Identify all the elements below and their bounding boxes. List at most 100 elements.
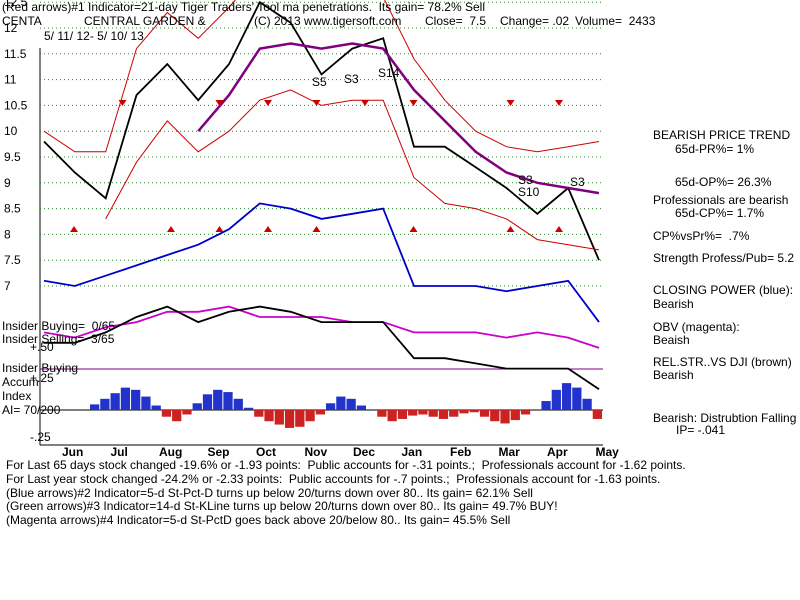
strength: Strength Profess/Pub= 5.2: [653, 251, 795, 265]
accum-bar: [100, 398, 110, 410]
price-tick-label: 10: [4, 124, 18, 138]
price-tick-label: 12: [4, 21, 18, 35]
buy-arrow-icon: [312, 226, 321, 232]
signal-label: S5: [312, 75, 327, 89]
price-tick-label: 7.5: [4, 253, 21, 267]
accum-bar: [438, 410, 449, 419]
signal-label: S14: [378, 66, 400, 80]
insider-buying: Insider Buying= 0/65: [2, 319, 116, 333]
sell-arrow-icon: [312, 100, 321, 106]
accum-bar: [315, 410, 325, 415]
accum-bar: [151, 405, 161, 410]
insider-buying-label: Insider Buying: [2, 361, 79, 375]
professionals-line: Professionals are bearish: [653, 193, 789, 207]
accum-bar: [305, 410, 315, 422]
header-company: CENTRAL GARDEN &: [84, 14, 206, 28]
accum-bar: [182, 410, 192, 415]
accum-bar: [336, 396, 346, 410]
buy-arrow-icon: [264, 226, 272, 232]
accum-bar: [325, 403, 336, 410]
price-tick-label: 7: [4, 279, 11, 293]
buy-arrow-icon: [167, 226, 175, 232]
sell-arrow-icon: [215, 100, 224, 106]
closing-power-title: CLOSING POWER (blue):: [653, 283, 794, 297]
month-label: Aug: [159, 445, 182, 459]
op65: 65d-OP%= 26.3%: [675, 175, 772, 189]
accum-bar: [110, 393, 120, 410]
footer-line-5: (Magenta arrows)#4 Indicator=5-d St-PctD…: [6, 513, 511, 527]
series-line: [44, 305, 600, 390]
sell-arrow-icon: [409, 100, 418, 106]
insider-selling: Insider Selling= 3/65: [2, 332, 115, 346]
month-label: Oct: [256, 445, 276, 459]
series-line: [197, 42, 600, 195]
signal-label: S3: [518, 173, 533, 187]
accum-bar: [346, 398, 356, 410]
ai-label: AI= 70/200: [2, 403, 61, 417]
cp65: 65d-CP%= 1.7%: [675, 206, 765, 220]
month-label: Sep: [208, 445, 230, 459]
obv-value: Beaish: [653, 333, 690, 347]
signal-label: S10: [518, 185, 540, 199]
signal-label: S3: [570, 175, 585, 189]
month-label: Dec: [353, 445, 375, 459]
accum-bar: [131, 389, 141, 410]
accum-bar: [172, 410, 182, 422]
accum-bar: [356, 405, 367, 410]
cp-vs-pr: CP%vsPr%= .7%: [653, 229, 750, 243]
footer-line-3: (Blue arrows)#2 Indicator=5-d St-Pct-D t…: [6, 486, 533, 500]
accum-bar: [479, 410, 490, 417]
sell-arrow-icon: [264, 100, 272, 106]
ip-value: IP= -.041: [676, 423, 726, 437]
accum-bar: [397, 410, 408, 419]
series-line: [43, 0, 600, 261]
accum-bar: [459, 410, 469, 414]
price-tick-label: 8: [4, 227, 11, 241]
header-change: Change= .02: [500, 14, 570, 28]
sell-arrow-icon: [118, 100, 127, 106]
accum-tick-label: +.25: [30, 371, 54, 385]
series-line: [105, 89, 600, 251]
buy-arrow-icon: [555, 226, 563, 232]
accum-bar: [254, 410, 264, 417]
buy-arrow-icon: [215, 226, 224, 232]
footer-line-4: (Green arrows)#3 Indicator=14-d St-KLine…: [6, 499, 558, 513]
relstr-title: REL.STR..VS DJI (brown): [653, 355, 792, 369]
accum-bar: [582, 398, 592, 410]
accum-tick-label: -.25: [30, 430, 51, 444]
footer-line-2: For Last year stock changed -24.2% or -2…: [6, 472, 661, 486]
accum-bar: [592, 410, 602, 419]
series-line: [43, 202, 600, 323]
price-tick-label: 10.5: [4, 98, 28, 112]
sell-arrow-icon: [361, 100, 369, 106]
price-tick-label: 9.5: [4, 150, 21, 164]
accum-bar: [572, 387, 582, 410]
accum-bar: [223, 392, 233, 410]
accum-bar: [490, 410, 500, 422]
buy-arrow-icon: [506, 226, 515, 232]
accum-bar: [469, 410, 479, 413]
accum-bar: [295, 410, 305, 427]
index-label: Index: [2, 389, 32, 403]
series-line: [43, 305, 600, 349]
sell-arrow-icon: [555, 100, 563, 106]
accum-bar: [284, 410, 295, 428]
closing-power-value: Bearish: [653, 297, 694, 311]
header-copyright: (C) 2013 www.tigersoft.com: [254, 14, 402, 28]
accum-bar: [551, 389, 561, 410]
buy-arrow-icon: [409, 226, 418, 232]
month-label: Feb: [450, 445, 471, 459]
accum-bar: [387, 410, 397, 422]
trend-title: BEARISH PRICE TREND: [653, 128, 791, 142]
accum-bar: [377, 410, 387, 417]
accum-bar: [202, 394, 213, 410]
accum-label: Accum: [2, 375, 39, 389]
accum-bar: [408, 410, 418, 416]
price-tick-label: 11: [4, 73, 17, 87]
month-label: Jul: [111, 445, 128, 459]
sell-arrow-icon: [506, 100, 515, 106]
accum-bar: [120, 387, 131, 410]
month-label: Jun: [62, 445, 83, 459]
accum-bar: [418, 410, 428, 415]
accum-bar: [274, 410, 284, 425]
